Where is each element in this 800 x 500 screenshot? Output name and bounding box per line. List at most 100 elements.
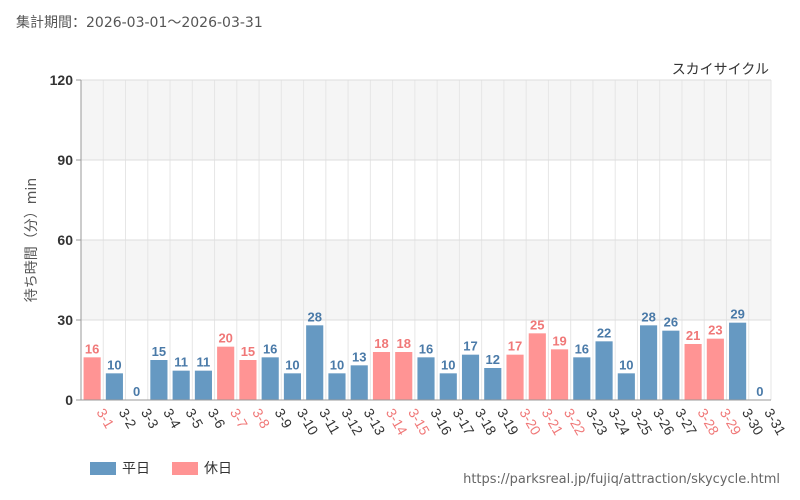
- data-label: 10: [619, 357, 633, 372]
- data-label: 15: [241, 344, 255, 359]
- x-tick-label: 3-1: [94, 406, 118, 432]
- x-tick-label: 3-5: [183, 406, 207, 432]
- bar-3-14: [372, 352, 391, 400]
- bar-3-29: [706, 338, 724, 400]
- y-axis-title: 待ち時間（分）min: [24, 178, 40, 302]
- x-tick-label: 3-13: [361, 406, 389, 438]
- data-label: 10: [107, 357, 121, 372]
- y-tick-label: 120: [50, 72, 74, 88]
- data-label: 10: [330, 357, 344, 372]
- data-label: 23: [708, 323, 722, 338]
- bar-3-25: [617, 373, 635, 400]
- legend-item-holiday: 休日: [172, 458, 232, 478]
- y-tick-label: 60: [57, 232, 73, 248]
- bar-3-19: [484, 368, 502, 400]
- x-tick-label: 3-28: [694, 406, 722, 438]
- data-label: 13: [352, 349, 366, 364]
- x-tick-label: 3-2: [116, 406, 140, 432]
- legend-label-weekday: 平日: [122, 461, 150, 477]
- x-tick-label: 3-23: [583, 406, 611, 438]
- data-label: 29: [730, 307, 744, 322]
- bar-3-18: [461, 354, 480, 400]
- data-label: 15: [152, 344, 166, 359]
- data-label: 16: [85, 341, 99, 356]
- bar-3-1: [83, 357, 101, 400]
- bar-3-16: [417, 357, 435, 400]
- x-tick-label: 3-29: [717, 406, 745, 438]
- legend-item-weekday: 平日: [90, 458, 150, 478]
- data-label: 16: [575, 341, 589, 356]
- bar-3-28: [684, 344, 702, 400]
- data-label: 10: [441, 357, 455, 372]
- bar-3-21: [528, 333, 546, 400]
- bar-3-24: [595, 341, 613, 400]
- data-label: 21: [686, 328, 700, 343]
- data-label: 11: [174, 355, 188, 370]
- x-tick-label: 3-12: [338, 406, 366, 438]
- data-label: 26: [664, 315, 678, 330]
- chart-title: スカイサイクル: [672, 62, 769, 78]
- bar-3-12: [328, 373, 346, 400]
- bar-3-22: [550, 349, 569, 400]
- bar-3-30: [729, 322, 747, 400]
- data-label: 19: [552, 333, 566, 348]
- bar-3-13: [350, 365, 368, 400]
- x-tick-label: 3-8: [249, 406, 273, 432]
- x-tick-label: 3-3: [138, 406, 162, 432]
- x-tick-label: 3-6: [205, 406, 229, 432]
- data-label: 17: [508, 339, 522, 354]
- x-tick-label: 3-16: [427, 406, 455, 438]
- data-label: 25: [530, 317, 544, 332]
- data-label: 17: [463, 339, 477, 354]
- x-tick-label: 3-15: [405, 406, 433, 438]
- data-label: 11: [197, 355, 211, 370]
- chart-legend: 平日 休日: [90, 458, 254, 478]
- data-label: 10: [285, 357, 299, 372]
- bar-3-6: [194, 370, 212, 400]
- bar-3-23: [573, 357, 591, 400]
- x-tick-label: 3-20: [516, 406, 544, 438]
- data-label: 16: [263, 341, 277, 356]
- source-url: https://parksreal.jp/fujiq/attraction/sk…: [463, 472, 780, 487]
- data-label: 22: [597, 325, 611, 340]
- data-label: 28: [307, 309, 321, 324]
- x-tick-label: 3-21: [539, 406, 567, 438]
- data-label: 0: [756, 384, 763, 399]
- bar-3-27: [662, 330, 680, 400]
- y-tick-label: 30: [57, 312, 73, 328]
- legend-label-holiday: 休日: [204, 461, 232, 477]
- wait-time-bar-chart: 163-1103-203-3153-4113-5113-6203-7153-81…: [24, 62, 789, 438]
- bar-3-5: [172, 370, 190, 400]
- x-tick-label: 3-24: [605, 406, 633, 438]
- x-tick-label: 3-7: [227, 406, 251, 432]
- x-tick-label: 3-31: [761, 406, 789, 438]
- bar-3-8: [239, 360, 257, 400]
- bar-3-26: [640, 325, 658, 400]
- plot-band: [81, 160, 771, 240]
- data-label: 18: [374, 336, 388, 351]
- x-tick-label: 3-30: [739, 406, 767, 438]
- y-tick-label: 0: [65, 392, 73, 408]
- bar-3-4: [150, 360, 168, 400]
- legend-swatch-holiday: [172, 461, 198, 475]
- x-tick-label: 3-11: [316, 406, 343, 438]
- bar-3-17: [439, 373, 457, 400]
- period-label: 集計期間：2026-03-01～2026-03-31: [16, 15, 263, 31]
- x-tick-label: 3-26: [650, 406, 678, 438]
- y-tick-label: 90: [57, 152, 73, 168]
- plot-band: [81, 80, 771, 160]
- legend-swatch-weekday: [90, 461, 116, 475]
- data-label: 18: [397, 336, 411, 351]
- bar-3-15: [395, 352, 413, 400]
- x-tick-label: 3-4: [160, 406, 184, 432]
- x-tick-label: 3-14: [383, 406, 411, 438]
- x-tick-label: 3-10: [294, 406, 322, 438]
- bar-3-7: [217, 346, 235, 400]
- bar-3-10: [283, 373, 302, 400]
- bar-3-11: [306, 325, 324, 400]
- bar-3-2: [105, 373, 123, 400]
- data-label: 12: [486, 352, 500, 367]
- data-label: 28: [641, 309, 655, 324]
- data-label: 20: [218, 331, 232, 346]
- plot-band: [81, 240, 771, 320]
